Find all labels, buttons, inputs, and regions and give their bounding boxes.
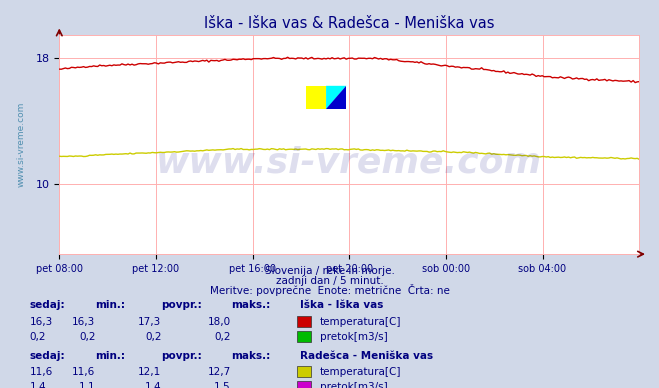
Text: temperatura[C]: temperatura[C] — [320, 317, 401, 327]
Text: 12,1: 12,1 — [138, 367, 161, 377]
Text: sedaj:: sedaj: — [30, 350, 65, 360]
Text: www.si-vreme.com: www.si-vreme.com — [156, 145, 542, 179]
Text: min.:: min.: — [96, 300, 126, 310]
Text: 18,0: 18,0 — [208, 317, 231, 327]
Text: maks.:: maks.: — [231, 300, 270, 310]
Text: min.:: min.: — [96, 350, 126, 360]
Text: 1,4: 1,4 — [145, 382, 161, 388]
Text: 0,2: 0,2 — [214, 332, 231, 342]
Text: sedaj:: sedaj: — [30, 300, 65, 310]
Text: 11,6: 11,6 — [72, 367, 96, 377]
Polygon shape — [326, 86, 347, 109]
Text: Iška - Iška vas: Iška - Iška vas — [300, 300, 384, 310]
Text: povpr.:: povpr.: — [161, 350, 202, 360]
Text: Radešca - Meniška vas: Radešca - Meniška vas — [300, 350, 433, 360]
Text: 16,3: 16,3 — [30, 317, 53, 327]
Text: Slovenija / reke in morje.: Slovenija / reke in morje. — [264, 265, 395, 275]
Text: 16,3: 16,3 — [72, 317, 96, 327]
Text: pretok[m3/s]: pretok[m3/s] — [320, 332, 387, 342]
Text: 1,5: 1,5 — [214, 382, 231, 388]
Text: www.si-vreme.com: www.si-vreme.com — [17, 102, 26, 187]
Text: 11,6: 11,6 — [30, 367, 53, 377]
Text: 0,2: 0,2 — [79, 332, 96, 342]
Text: pretok[m3/s]: pretok[m3/s] — [320, 382, 387, 388]
Text: povpr.:: povpr.: — [161, 300, 202, 310]
Text: 1,4: 1,4 — [30, 382, 46, 388]
Text: 0,2: 0,2 — [30, 332, 46, 342]
Text: 12,7: 12,7 — [208, 367, 231, 377]
Polygon shape — [326, 86, 347, 109]
Polygon shape — [306, 86, 326, 109]
Text: 17,3: 17,3 — [138, 317, 161, 327]
Text: zadnji dan / 5 minut.: zadnji dan / 5 minut. — [275, 276, 384, 286]
Text: Meritve: povprečne  Enote: metrične  Črta: ne: Meritve: povprečne Enote: metrične Črta:… — [210, 284, 449, 296]
Text: 0,2: 0,2 — [145, 332, 161, 342]
Text: temperatura[C]: temperatura[C] — [320, 367, 401, 377]
Text: maks.:: maks.: — [231, 350, 270, 360]
Title: Iška - Iška vas & Radešca - Meniška vas: Iška - Iška vas & Radešca - Meniška vas — [204, 16, 494, 31]
Text: 1,1: 1,1 — [79, 382, 96, 388]
